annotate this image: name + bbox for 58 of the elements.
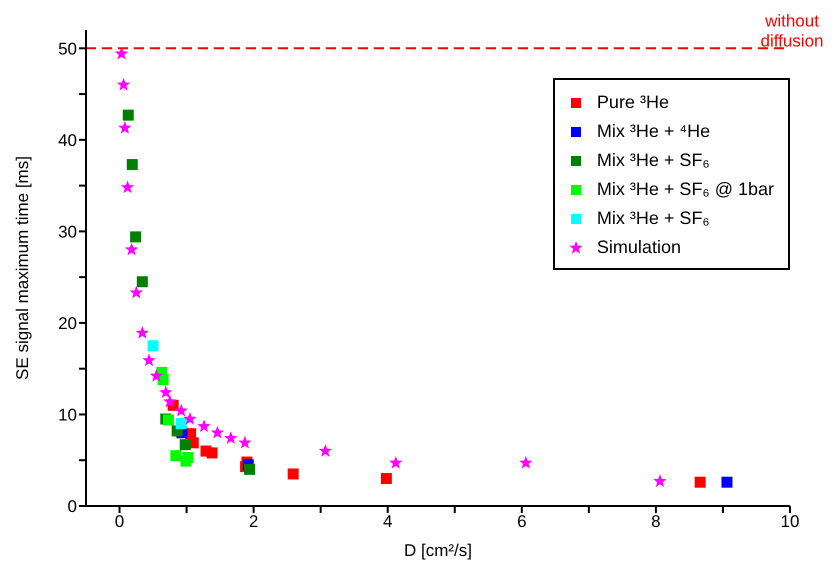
point (206, 447, 218, 458)
point (224, 431, 238, 444)
point (148, 340, 159, 352)
point (118, 120, 132, 134)
legend-label: Mix ³He + SF₆ @ 1bar (596, 179, 774, 200)
point (721, 476, 732, 488)
point (142, 353, 156, 366)
point (288, 468, 299, 480)
y-tick-label: 10 (58, 405, 77, 424)
point (159, 385, 172, 398)
ref-line-label: without diffusion (760, 11, 824, 50)
y-tick-label: 40 (58, 130, 77, 150)
point (163, 394, 176, 408)
point (120, 180, 134, 194)
point (244, 464, 256, 475)
point (150, 369, 164, 382)
x-tick-label: 4 (382, 512, 392, 532)
point (136, 326, 149, 339)
point (124, 242, 138, 256)
point (174, 404, 188, 416)
point (126, 159, 138, 170)
point (136, 276, 148, 288)
point (162, 414, 174, 426)
point (114, 46, 128, 60)
point (694, 476, 706, 488)
y-tick-label: 30 (58, 222, 77, 242)
x-tick-label: 10 (780, 512, 800, 532)
point (130, 231, 142, 242)
legend-label: Mix ³He + SF₆ (596, 150, 710, 171)
x-tick-label: 2 (248, 512, 258, 532)
point (389, 456, 402, 469)
y-tick-label: 20 (58, 314, 77, 333)
point (176, 418, 187, 430)
point (197, 419, 211, 432)
legend-label: Simulation (596, 237, 681, 258)
point (380, 473, 392, 484)
y-tick-label: 50 (58, 39, 77, 58)
x-tick-label: 6 (517, 512, 527, 532)
point (122, 110, 134, 121)
legend-label: Mix ³He + SF₆ (596, 208, 710, 229)
legend-label: Mix ³He + ⁴He (596, 121, 710, 142)
x-axis-title: D [cm²/s] (404, 541, 472, 560)
point (238, 436, 252, 448)
point (183, 412, 197, 425)
point (180, 439, 191, 450)
x-tick-label: 8 (651, 512, 661, 532)
point (130, 286, 143, 298)
legend-label: Pure ³He (596, 92, 669, 113)
y-axis-title: SE signal maximum time [ms] (13, 156, 32, 380)
y-tick-label: 0 (68, 497, 77, 516)
point (318, 444, 332, 457)
point (170, 450, 182, 462)
point (116, 78, 130, 91)
point (180, 456, 192, 467)
point (653, 474, 667, 487)
point (519, 456, 532, 469)
point (210, 426, 224, 438)
x-tick-label: 0 (114, 512, 124, 532)
